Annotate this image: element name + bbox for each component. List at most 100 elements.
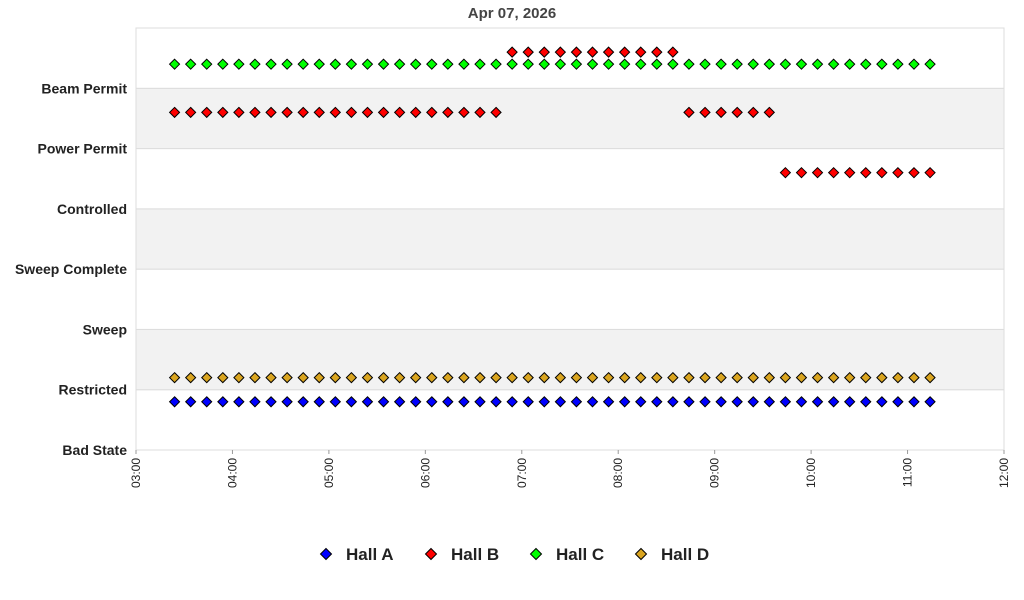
- band-2: [135, 268, 1005, 330]
- data-point: [426, 106, 438, 119]
- data-point: [827, 166, 840, 179]
- data-point: [345, 396, 358, 408]
- data-point: [667, 371, 679, 384]
- x-tick-label: 05:00: [322, 458, 336, 488]
- x-tick-label: 08:00: [611, 458, 625, 488]
- data-point: [522, 58, 534, 70]
- data-point: [860, 58, 872, 70]
- data-point: [265, 396, 277, 408]
- data-point: [201, 106, 213, 119]
- data-point: [715, 371, 727, 384]
- data-point: [522, 396, 534, 408]
- data-point: [458, 396, 470, 408]
- x-tick-label: 09:00: [708, 458, 722, 488]
- legend-label: Hall C: [556, 545, 604, 564]
- data-point: [538, 58, 550, 70]
- data-point: [843, 166, 856, 179]
- data-point: [474, 371, 486, 384]
- data-point: [843, 58, 856, 70]
- data-point: [586, 46, 599, 58]
- x-tick-label: 04:00: [225, 458, 239, 488]
- data-point: [635, 396, 647, 408]
- data-point: [474, 106, 486, 119]
- data-point: [795, 58, 808, 70]
- band-3: [135, 208, 1005, 270]
- plot-frame: [135, 27, 1005, 451]
- data-point: [811, 371, 824, 384]
- x-tick-label: 07:00: [515, 458, 529, 488]
- data-point: [811, 58, 824, 70]
- data-point: [361, 371, 374, 384]
- data-point: [442, 371, 454, 384]
- data-point: [184, 396, 197, 408]
- data-point: [249, 371, 261, 384]
- data-point: [618, 396, 631, 408]
- data-point: [635, 58, 647, 70]
- data-point: [522, 371, 534, 384]
- data-point: [409, 58, 422, 70]
- data-point: [490, 58, 502, 70]
- data-point: [522, 46, 534, 58]
- data-point: [329, 371, 342, 384]
- data-point: [892, 58, 904, 70]
- band-4: [135, 148, 1005, 210]
- data-point: [876, 58, 888, 70]
- data-point: [393, 371, 406, 384]
- data-point: [409, 371, 422, 384]
- data-point: [667, 396, 679, 408]
- data-point: [779, 166, 792, 179]
- band-6: [135, 27, 1005, 89]
- data-point: [892, 396, 904, 408]
- band-0: [135, 389, 1005, 451]
- data-point: [602, 46, 615, 58]
- data-point: [795, 166, 808, 179]
- data-point: [313, 371, 325, 384]
- data-point: [715, 106, 727, 119]
- data-point: [779, 371, 792, 384]
- data-point: [538, 396, 550, 408]
- data-point: [184, 371, 197, 384]
- data-point: [313, 396, 325, 408]
- legend-label: Hall D: [661, 545, 709, 564]
- data-point: [795, 371, 808, 384]
- data-point: [393, 396, 406, 408]
- data-point: [924, 371, 936, 384]
- data-point: [329, 396, 342, 408]
- data-point: [426, 58, 438, 70]
- chart-title: Apr 07, 2026: [468, 5, 556, 22]
- data-point: [377, 371, 390, 384]
- data-point: [458, 371, 470, 384]
- data-point: [747, 58, 759, 70]
- data-point: [731, 396, 743, 408]
- data-point: [876, 166, 888, 179]
- data-point: [699, 58, 711, 70]
- data-point: [811, 396, 824, 408]
- legend-label: Hall A: [346, 545, 394, 564]
- y-tick-label: Power Permit: [38, 141, 128, 157]
- data-point: [345, 371, 358, 384]
- data-point: [233, 396, 245, 408]
- data-point: [281, 396, 293, 408]
- y-tick-label: Sweep: [83, 321, 127, 337]
- data-point: [265, 106, 277, 119]
- data-point: [490, 396, 502, 408]
- data-point: [217, 396, 229, 408]
- data-point: [249, 106, 261, 119]
- legend-marker: [424, 547, 438, 561]
- data-point: [586, 396, 599, 408]
- data-point: [329, 58, 342, 70]
- data-point: [635, 371, 647, 384]
- data-point: [361, 58, 374, 70]
- data-point: [602, 58, 615, 70]
- data-point: [184, 106, 197, 119]
- data-point: [184, 58, 197, 70]
- data-point: [217, 371, 229, 384]
- data-point: [490, 371, 502, 384]
- data-point: [377, 396, 390, 408]
- data-point: [860, 166, 872, 179]
- data-point: [474, 58, 486, 70]
- data-point: [892, 371, 904, 384]
- data-point: [651, 58, 663, 70]
- data-point: [217, 106, 229, 119]
